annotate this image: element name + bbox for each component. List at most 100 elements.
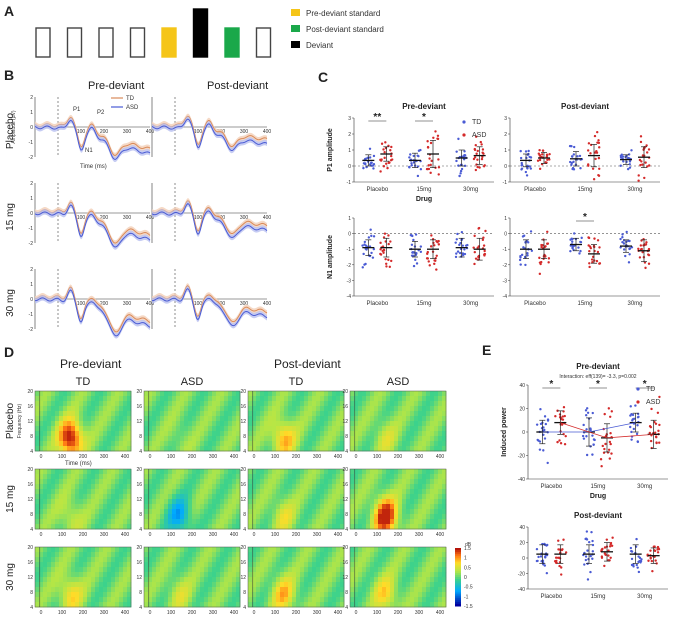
tf-cell [87,401,92,407]
tf-cell [111,562,116,568]
tf-cell [264,436,269,442]
tf-cell [438,519,443,525]
asd-data-point [657,429,660,433]
tf-cell [43,572,48,578]
tf-cell [75,441,80,447]
tf-cell [228,602,233,608]
tf-cell [370,592,375,598]
tf-cell [430,406,435,412]
tf-cell [336,391,341,397]
tf-cell [410,431,415,437]
tf-cell [292,592,297,598]
tf-cell [148,519,153,525]
tf-cell [224,519,229,525]
asd-data-point [379,241,382,245]
tf-cell [426,416,431,422]
tf-cell [91,567,96,573]
tf-cell [256,504,261,510]
asd-data-point [473,156,477,159]
td-data-point [362,252,365,256]
tf-cell [172,519,177,525]
tf-cell [426,391,431,397]
tf-cell [280,562,285,568]
tf-cell [374,489,379,495]
tf-cell [212,509,217,515]
tf-cell [300,562,305,568]
tf-cell [148,567,153,573]
tf-cell [99,396,104,402]
td-data-point [637,555,640,558]
stimulus-pre [161,27,177,58]
tf-cell [43,411,48,417]
tf-cell [152,499,157,505]
tf-cell [232,446,237,452]
tf-cell [336,552,341,558]
asd-data-point [562,405,566,409]
tf-cell [55,441,60,447]
tf-cell [91,592,96,598]
tf-cell [192,421,197,427]
tf-cell [414,441,419,447]
tf-cell [362,489,367,495]
tf-cell [67,411,72,417]
tf-cell [184,406,189,412]
tf-cell [370,411,375,417]
td-data-point [629,425,632,429]
tf-cell [324,411,329,417]
td-data-point [630,438,633,441]
tf-cell [390,547,395,553]
tf-cell [362,446,367,452]
tf-cell [111,592,116,598]
tf-cell [378,572,383,578]
tf-cell [43,406,48,412]
tf-cell [268,484,273,490]
tf-cell [208,602,213,608]
tf-cell [152,602,157,608]
tf-cell [288,519,293,525]
tf-cell [422,411,427,417]
asd-data-point [473,250,477,254]
tf-cell [111,494,116,500]
tf-cell [292,552,297,558]
tf-cell [164,562,169,568]
tf-cell [224,479,229,485]
tf-cell [252,401,257,407]
tf-cell [336,509,341,515]
td-data-point [464,244,468,247]
tf-cell [358,431,363,437]
tf-cell [208,489,213,495]
tf-cell [414,479,419,485]
tf-cell [332,446,337,452]
tf-cell [43,592,48,598]
tf-cell [370,587,375,593]
tf-cell [260,572,265,578]
scatter-ytick: -20 [518,454,525,460]
tf-cell [63,557,68,563]
tf-cell [336,547,341,553]
tf-cell [378,426,383,432]
tf-cell [394,582,399,588]
tf-cell [340,484,345,490]
tf-cell [374,602,379,608]
tf-cell [402,446,407,452]
tf-cell [232,547,237,553]
td-data-point [519,156,523,160]
tf-cell [304,446,309,452]
tf-cell [39,401,44,407]
tf-cell [394,509,399,515]
td-data-point [520,164,523,167]
tf-cell [386,441,391,447]
tf-cell [378,514,383,520]
tf-cell [172,436,177,442]
tf-cell [370,479,375,485]
tf-cell [63,562,68,568]
tf-cell [394,514,399,520]
tf-cell [324,582,329,588]
tf-cell [99,401,104,407]
tf-cell [91,519,96,525]
tf-cell [252,602,257,608]
tf-cell [394,436,399,442]
td-data-point [628,160,632,163]
tf-cell [35,524,40,530]
tf-cell [426,401,431,407]
